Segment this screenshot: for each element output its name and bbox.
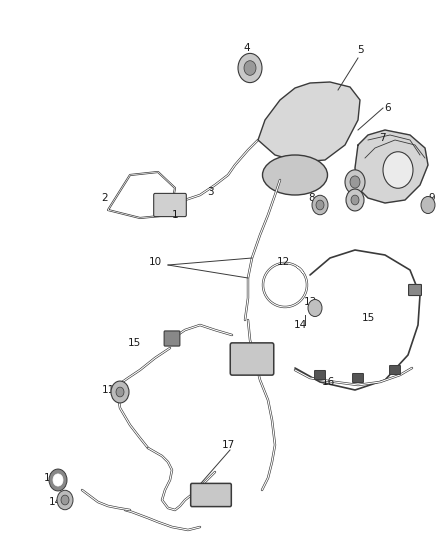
Ellipse shape — [262, 155, 328, 195]
Text: 13: 13 — [43, 473, 57, 483]
Text: 4: 4 — [244, 43, 250, 53]
FancyBboxPatch shape — [230, 343, 274, 375]
Text: 10: 10 — [148, 257, 162, 267]
Text: 16: 16 — [321, 377, 335, 387]
Circle shape — [244, 61, 256, 75]
Text: 3: 3 — [207, 187, 213, 197]
Text: 7: 7 — [379, 133, 385, 143]
Circle shape — [421, 197, 435, 214]
Text: 9: 9 — [429, 193, 435, 203]
Text: 11: 11 — [101, 385, 115, 395]
Circle shape — [238, 53, 262, 83]
FancyBboxPatch shape — [164, 331, 180, 346]
Text: 8: 8 — [309, 193, 315, 203]
Circle shape — [116, 387, 124, 397]
FancyBboxPatch shape — [353, 374, 364, 383]
Circle shape — [350, 176, 360, 188]
Text: 17: 17 — [221, 440, 235, 450]
Circle shape — [57, 490, 73, 510]
Text: 12: 12 — [276, 257, 290, 267]
FancyBboxPatch shape — [191, 483, 231, 506]
Circle shape — [308, 300, 322, 317]
Circle shape — [345, 170, 365, 194]
Text: 6: 6 — [385, 103, 391, 113]
Text: 14: 14 — [48, 497, 62, 507]
Circle shape — [346, 189, 364, 211]
Text: 14: 14 — [293, 320, 307, 330]
FancyBboxPatch shape — [389, 366, 400, 375]
Circle shape — [383, 152, 413, 188]
Circle shape — [111, 381, 129, 403]
Circle shape — [53, 474, 63, 486]
Text: 15: 15 — [127, 338, 141, 348]
Circle shape — [351, 195, 359, 205]
FancyBboxPatch shape — [409, 285, 421, 295]
Text: 2: 2 — [102, 193, 108, 203]
Circle shape — [49, 469, 67, 491]
Text: 5: 5 — [357, 45, 363, 55]
Circle shape — [61, 495, 69, 505]
Polygon shape — [355, 130, 428, 203]
Text: 15: 15 — [361, 313, 374, 323]
Circle shape — [316, 200, 324, 210]
Circle shape — [312, 195, 328, 215]
Polygon shape — [258, 82, 360, 162]
Text: 1: 1 — [172, 210, 178, 220]
Text: 13: 13 — [304, 297, 317, 307]
FancyBboxPatch shape — [314, 370, 325, 379]
FancyBboxPatch shape — [154, 193, 186, 216]
